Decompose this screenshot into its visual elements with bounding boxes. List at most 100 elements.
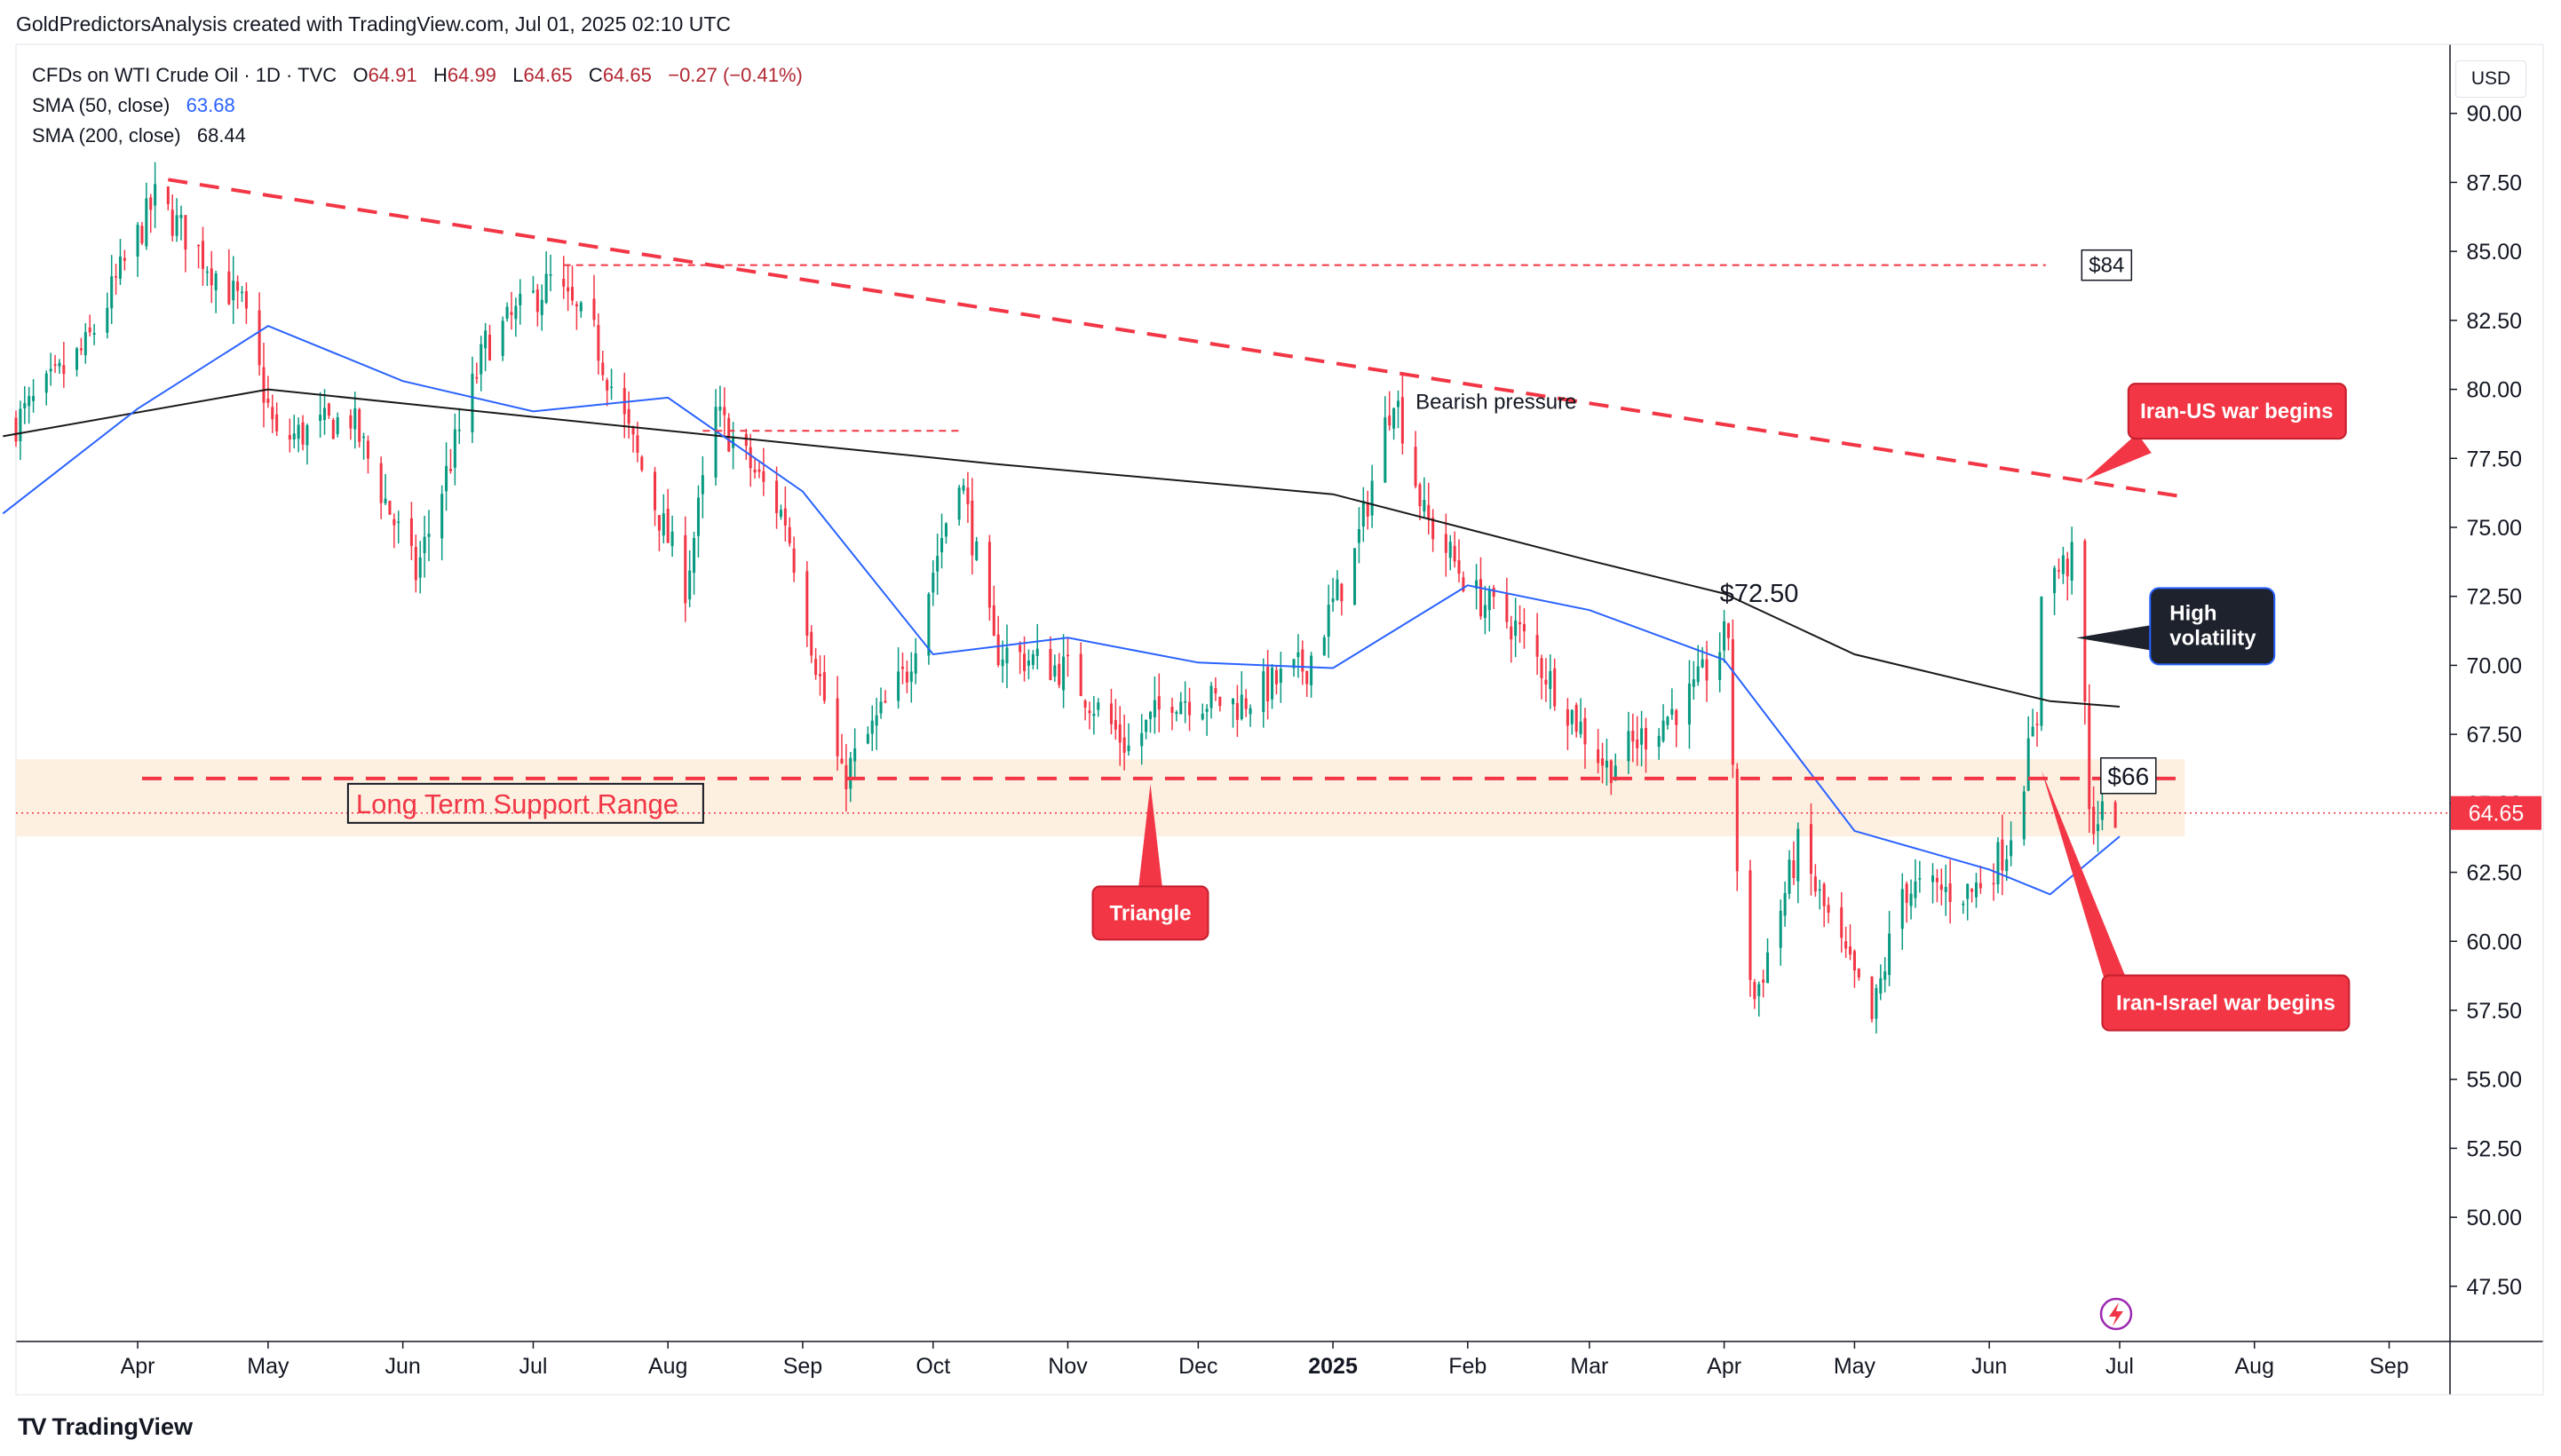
candle-body (1792, 860, 1796, 878)
candle-body (1001, 659, 1004, 667)
support-range-label: Long Term Support Range (356, 788, 678, 819)
candle-body (14, 417, 18, 442)
price-axis-label: 77.50 (2466, 447, 2522, 471)
candle-body (1748, 870, 1752, 980)
candle-body (1492, 587, 1495, 597)
candle-body (397, 521, 400, 524)
candle-body (232, 281, 235, 301)
candle-body (1544, 679, 1548, 685)
tradingview-logo[interactable]: TV TradingView (18, 1413, 193, 1441)
candle-body (1631, 731, 1635, 742)
time-axis[interactable]: Apr May Jun Jul Aug Sep Oct Nov Dec 2025 Feb Mar Apr… (121, 1341, 2409, 1379)
candle-body (1614, 765, 1617, 781)
candle-body (1353, 548, 1357, 605)
candle-body (301, 422, 305, 445)
candle-body (2057, 570, 2060, 572)
candle-body (1518, 621, 1522, 625)
candle-body (1175, 712, 1178, 715)
sma200-row[interactable]: SMA (200, close) 68.44 (32, 121, 803, 151)
candle-body (1331, 598, 1335, 603)
price-axis-label: 82.50 (2466, 309, 2522, 334)
candle-body (2053, 567, 2057, 594)
price-axis[interactable]: 90.00 87.50 85.00 82.50 80.00 77.50 75.00 72.50… (2450, 102, 2522, 1300)
low-label: L (512, 64, 524, 86)
iran-us-callout-box[interactable] (2127, 383, 2347, 440)
candle-body (1027, 661, 1030, 666)
candle-body (110, 276, 114, 309)
candle-body (870, 720, 874, 734)
candle-body (1035, 648, 1039, 656)
candle-body (1731, 639, 1734, 765)
symbol-row[interactable]: CFDs on WTI Crude Oil · 1D · TVC O64.91 … (32, 60, 803, 91)
candle-body (1818, 889, 1821, 891)
price-axis-label: 50.00 (2466, 1206, 2522, 1230)
tradingview-logo-icon: TV (18, 1413, 46, 1440)
candle-body (1023, 653, 1027, 671)
candle-body (610, 386, 614, 389)
candle-body (1900, 889, 1904, 930)
candle-body (1423, 499, 1426, 512)
candle-body (1066, 654, 1070, 657)
sma50-label[interactable]: SMA (50, close) (32, 94, 170, 116)
candle-body (779, 510, 782, 518)
candle-body (1157, 696, 1161, 710)
triangle-callout-pointer (1138, 784, 1163, 892)
candle-body (2022, 791, 2026, 840)
candle-body (1813, 876, 1817, 892)
candle-body (2031, 726, 2034, 737)
candle-body (1249, 708, 1252, 715)
candle-body (1888, 933, 1891, 976)
candle-body (440, 494, 444, 539)
candle-body (606, 380, 609, 391)
candle-body (966, 487, 970, 504)
sma200-label[interactable]: SMA (200, close) (32, 124, 181, 146)
high-volatility-callout-box[interactable] (2149, 587, 2276, 666)
candle-body (1184, 700, 1187, 703)
time-axis-label: 2025 (1308, 1354, 1358, 1379)
candle-body (501, 320, 504, 356)
candle-body (1640, 728, 1644, 745)
currency-button[interactable]: USD (2455, 60, 2526, 98)
descending-trendline[interactable] (168, 178, 2185, 499)
candle-body (631, 427, 635, 435)
candle-body (514, 305, 518, 320)
candle-body (601, 362, 605, 376)
candle-body (1444, 534, 1447, 553)
support-66-label: $66 (2107, 763, 2149, 790)
price-axis-label: 47.50 (2466, 1275, 2522, 1300)
candle-body (1448, 542, 1452, 558)
candle-body (1453, 545, 1456, 562)
candle-body (1992, 882, 1995, 885)
candle-body (1948, 883, 1952, 902)
iran-israel-callout-box[interactable] (2101, 974, 2351, 1032)
candle-body (23, 403, 27, 408)
candle-body (2092, 806, 2096, 835)
candle-body (244, 290, 248, 309)
support-66-label-box[interactable] (2100, 757, 2157, 795)
candle-body (2065, 558, 2069, 577)
lightning-icon[interactable] (2099, 1297, 2133, 1331)
candle-body (684, 534, 687, 604)
candle-body (2040, 597, 2043, 726)
candle-body (936, 556, 940, 572)
candle-body (1148, 711, 1153, 719)
candle-body (205, 271, 209, 273)
candle-body (88, 327, 91, 333)
time-axis-label: Jul (2105, 1354, 2134, 1379)
candle-body (840, 758, 844, 764)
candle-body (540, 299, 543, 315)
candle-body (1844, 941, 1848, 949)
resistance-84-label-box[interactable] (2081, 249, 2133, 281)
candle-body (149, 197, 153, 210)
symbol-label[interactable]: CFDs on WTI Crude Oil · 1D · TVC (32, 64, 337, 86)
candle-body (79, 348, 83, 351)
iran-israel-callout-pointer (2041, 770, 2128, 985)
sma50-row[interactable]: SMA (50, close) 63.68 (32, 91, 803, 121)
candle-body (1726, 623, 1731, 638)
candle-body (1692, 679, 1695, 687)
candle-body (1462, 577, 1465, 591)
triangle-callout-box[interactable] (1091, 885, 1209, 941)
support-range-label-box[interactable] (346, 782, 704, 824)
candle-body (1762, 979, 1765, 983)
